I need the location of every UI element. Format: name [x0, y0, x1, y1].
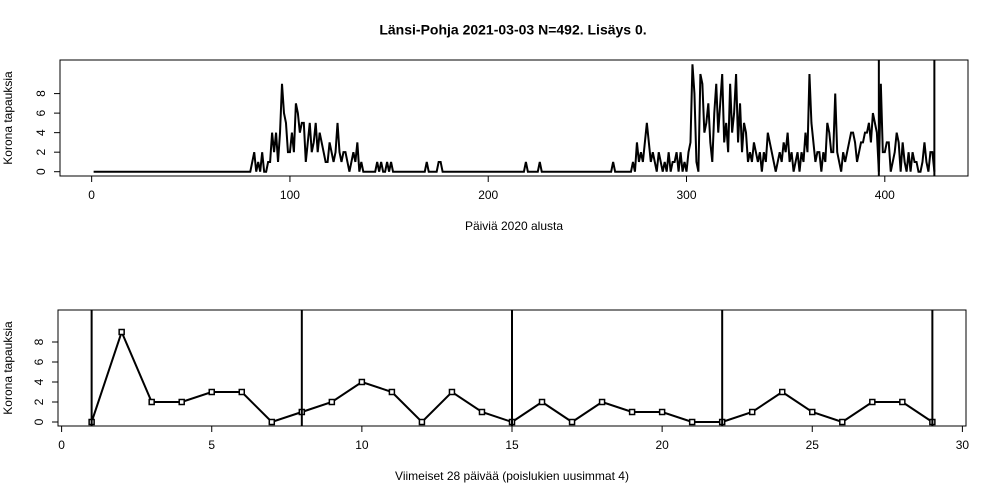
y-tick-label: 6: [34, 109, 48, 116]
y-tick-label: 8: [32, 338, 46, 345]
data-point: [538, 398, 546, 406]
data-point: [568, 418, 576, 426]
y-tick-label: 4: [34, 129, 48, 136]
data-point: [358, 378, 366, 386]
y-tick-label: 0: [32, 418, 46, 425]
x-tick-label: 400: [875, 188, 895, 202]
chart-title: Länsi-Pohja 2021-03-03 N=492. Lisäys 0.: [379, 22, 646, 38]
data-point: [809, 408, 816, 416]
data-point: [899, 398, 906, 406]
x-tick-label: 20: [655, 438, 669, 452]
y-axis-label: Korona tapauksia: [1, 321, 15, 415]
data-point: [778, 388, 786, 396]
y-axis-label: Korona tapauksia: [1, 71, 15, 165]
data-point: [688, 418, 696, 426]
data-point: [598, 398, 606, 406]
x-tick-label: 10: [355, 438, 369, 452]
data-point: [388, 388, 396, 396]
data-point: [478, 408, 486, 416]
data-point: [628, 408, 636, 416]
x-tick-label: 15: [505, 438, 519, 452]
data-line: [93, 64, 936, 173]
x-tick-label: 100: [280, 188, 300, 202]
data-point: [448, 388, 456, 396]
data-point: [839, 418, 846, 426]
data-point: [208, 388, 215, 396]
x-axis-label: Päiviä 2020 alusta: [465, 219, 563, 233]
x-tick-label: 300: [676, 188, 696, 202]
data-point: [238, 388, 246, 396]
data-point: [418, 418, 426, 426]
x-tick-label: 0: [58, 438, 65, 452]
data-point: [658, 408, 666, 416]
data-point: [869, 398, 876, 406]
x-tick-label: 30: [956, 438, 970, 452]
data-point: [268, 418, 276, 426]
data-point: [148, 398, 155, 406]
x-tick-label: 0: [88, 188, 95, 202]
y-tick-label: 2: [34, 149, 48, 156]
y-tick-label: 0: [34, 168, 48, 175]
data-point: [178, 398, 185, 406]
plot-box: [59, 59, 969, 177]
x-tick-label: 5: [208, 438, 215, 452]
y-tick-label: 4: [32, 378, 46, 385]
x-tick-label: 25: [806, 438, 820, 452]
data-point: [328, 398, 336, 406]
x-axis-label: Viimeiset 28 päivää (poislukien uusimmat…: [395, 469, 629, 483]
data-point: [748, 408, 756, 416]
y-tick-label: 6: [32, 358, 46, 365]
x-tick-label: 200: [478, 188, 498, 202]
y-tick-label: 8: [34, 90, 48, 97]
y-tick-label: 2: [32, 398, 46, 405]
data-point: [118, 328, 125, 336]
